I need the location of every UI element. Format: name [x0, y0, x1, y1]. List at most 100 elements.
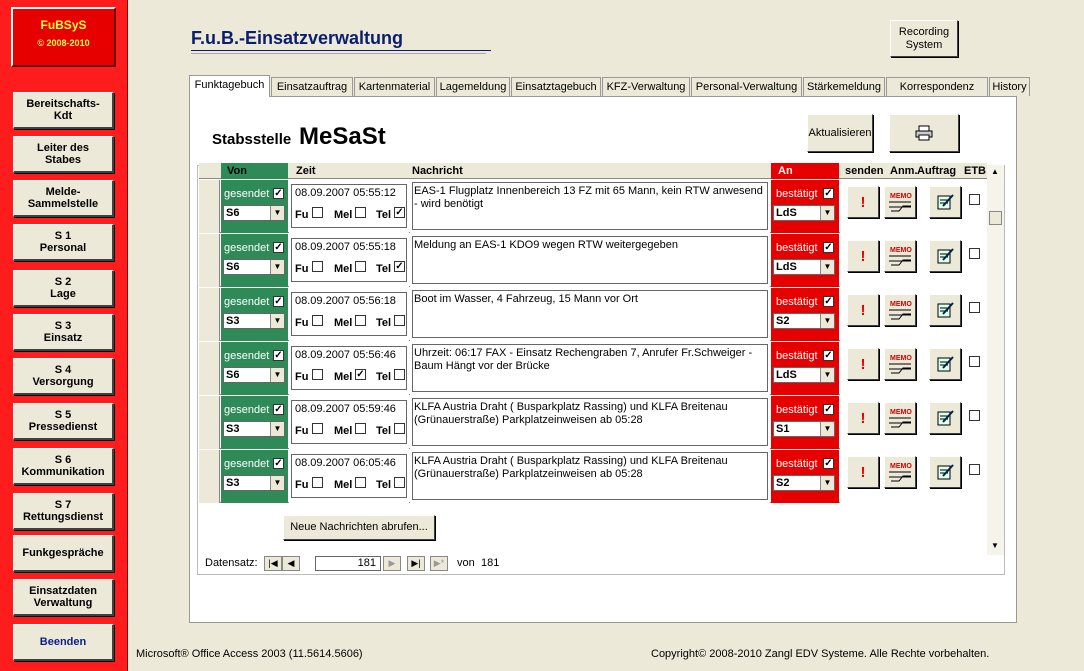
- record-selector[interactable]: [199, 342, 220, 395]
- zeit-field[interactable]: 08.09.2007 05:56:46 Fu Mel ✓ Tel: [291, 346, 407, 390]
- tab-8[interactable]: Korrespondenz: [886, 77, 988, 96]
- new-record-icon[interactable]: ▶*: [430, 556, 448, 571]
- mel-checkbox[interactable]: [355, 261, 366, 272]
- tel-checkbox[interactable]: [394, 423, 405, 434]
- auftrag-button[interactable]: [929, 402, 961, 434]
- fu-checkbox[interactable]: [312, 477, 323, 488]
- von-select[interactable]: S6 ▼: [223, 205, 285, 221]
- tab-0[interactable]: Funktagebuch: [189, 75, 270, 97]
- memo-button[interactable]: MEMO: [884, 186, 916, 218]
- tel-checkbox[interactable]: ✓: [394, 261, 405, 272]
- von-select[interactable]: S3 ▼: [223, 475, 285, 491]
- von-select[interactable]: S6 ▼: [223, 367, 285, 383]
- mel-checkbox[interactable]: [355, 207, 366, 218]
- gesendet-checkbox[interactable]: ✓: [273, 296, 284, 307]
- send-button[interactable]: !: [847, 186, 879, 218]
- sidebar-item-7[interactable]: S 5 Pressedienst: [13, 403, 114, 440]
- sidebar-item-1[interactable]: Leiter des Stabes: [13, 136, 114, 173]
- sidebar-item-4[interactable]: S 2 Lage: [13, 270, 114, 307]
- nachricht-field[interactable]: KLFA Austria Draht ( Busparkplatz Rassin…: [412, 398, 768, 446]
- tab-4[interactable]: Einsatztagebuch: [511, 77, 601, 96]
- zeit-field[interactable]: 08.09.2007 05:56:18 Fu Mel Tel: [291, 292, 407, 336]
- recording-system-button[interactable]: Recording System: [890, 20, 958, 57]
- mel-checkbox[interactable]: [355, 315, 366, 326]
- zeit-field[interactable]: 08.09.2007 05:55:12 Fu Mel Tel ✓: [291, 184, 407, 228]
- etb-checkbox[interactable]: [969, 356, 980, 367]
- fu-checkbox[interactable]: [312, 207, 323, 218]
- record-selector[interactable]: [199, 396, 220, 449]
- an-select[interactable]: LdS ▼: [773, 367, 835, 383]
- nachricht-field[interactable]: EAS-1 Flugplatz Innenbereich 13 FZ mit 6…: [412, 182, 768, 230]
- memo-button[interactable]: MEMO: [884, 456, 916, 488]
- memo-button[interactable]: MEMO: [884, 348, 916, 380]
- new-messages-button[interactable]: Neue Nachrichten abrufen...: [283, 515, 435, 540]
- gesendet-checkbox[interactable]: ✓: [273, 350, 284, 361]
- etb-checkbox[interactable]: [969, 410, 980, 421]
- bestaetigt-checkbox[interactable]: ✓: [823, 296, 834, 307]
- send-button[interactable]: !: [847, 294, 879, 326]
- an-select[interactable]: S2 ▼: [773, 313, 835, 329]
- gesendet-checkbox[interactable]: ✓: [273, 404, 284, 415]
- tab-1[interactable]: Einsatzauftrag: [271, 77, 353, 96]
- tab-5[interactable]: KFZ-Verwaltung: [602, 77, 690, 96]
- scroll-up-icon[interactable]: ▲: [991, 167, 999, 176]
- nachricht-field[interactable]: Boot im Wasser, 4 Fahrzeug, 15 Mann vor …: [412, 290, 768, 338]
- bestaetigt-checkbox[interactable]: ✓: [823, 458, 834, 469]
- tel-checkbox[interactable]: [394, 477, 405, 488]
- zeit-field[interactable]: 08.09.2007 05:55:18 Fu Mel Tel ✓: [291, 238, 407, 282]
- fu-checkbox[interactable]: [312, 423, 323, 434]
- etb-checkbox[interactable]: [969, 464, 980, 475]
- sidebar-item-3[interactable]: S 1 Personal: [13, 224, 114, 261]
- auftrag-button[interactable]: [929, 240, 961, 272]
- send-button[interactable]: !: [847, 456, 879, 488]
- tab-6[interactable]: Personal-Verwaltung: [691, 77, 802, 96]
- record-number-field[interactable]: 181: [315, 556, 381, 571]
- sidebar-item-6[interactable]: S 4 Versorgung: [13, 358, 114, 395]
- fu-checkbox[interactable]: [312, 261, 323, 272]
- gesendet-checkbox[interactable]: ✓: [273, 242, 284, 253]
- etb-checkbox[interactable]: [969, 194, 980, 205]
- sidebar-item-11[interactable]: Einsatzdaten Verwaltung: [13, 579, 114, 616]
- bestaetigt-checkbox[interactable]: ✓: [823, 242, 834, 253]
- first-record-icon[interactable]: |◀: [264, 556, 282, 571]
- send-button[interactable]: !: [847, 348, 879, 380]
- tab-9[interactable]: History: [989, 77, 1030, 96]
- mel-checkbox[interactable]: [355, 477, 366, 488]
- memo-button[interactable]: MEMO: [884, 240, 916, 272]
- scroll-thumb[interactable]: [989, 211, 1002, 225]
- gesendet-checkbox[interactable]: ✓: [273, 458, 284, 469]
- tab-3[interactable]: Lagemeldung: [436, 77, 510, 96]
- von-select[interactable]: S3 ▼: [223, 421, 285, 437]
- gesendet-checkbox[interactable]: ✓: [273, 188, 284, 199]
- an-select[interactable]: LdS ▼: [773, 205, 835, 221]
- zeit-field[interactable]: 08.09.2007 06:05:46 Fu Mel Tel: [291, 454, 407, 498]
- etb-checkbox[interactable]: [969, 248, 980, 259]
- tab-7[interactable]: Stärkemeldung: [803, 77, 885, 96]
- an-select[interactable]: S1 ▼: [773, 421, 835, 437]
- tel-checkbox[interactable]: ✓: [394, 207, 405, 218]
- bestaetigt-checkbox[interactable]: ✓: [823, 404, 834, 415]
- nachricht-field[interactable]: Uhrzeit: 06:17 FAX - Einsatz Rechengrabe…: [412, 344, 768, 392]
- sidebar-item-9[interactable]: S 7 Rettungsdienst: [13, 493, 114, 530]
- memo-button[interactable]: MEMO: [884, 402, 916, 434]
- auftrag-button[interactable]: [929, 348, 961, 380]
- sidebar-item-2[interactable]: Melde- Sammelstelle: [13, 180, 114, 217]
- nachricht-field[interactable]: KLFA Austria Draht ( Busparkplatz Rassin…: [412, 452, 768, 500]
- tab-2[interactable]: Kartenmaterial: [354, 77, 435, 96]
- tel-checkbox[interactable]: [394, 369, 405, 380]
- auftrag-button[interactable]: [929, 456, 961, 488]
- sidebar-item-10[interactable]: Funkgespräche: [13, 535, 114, 572]
- zeit-field[interactable]: 08.09.2007 05:59:46 Fu Mel Tel: [291, 400, 407, 444]
- next-record-icon[interactable]: ▶: [383, 556, 401, 571]
- record-selector[interactable]: [199, 288, 220, 341]
- nachricht-field[interactable]: Meldung an EAS-1 KDO9 wegen RTW weiterge…: [412, 236, 768, 284]
- sidebar-item-8[interactable]: S 6 Kommunikation: [13, 448, 114, 485]
- an-select[interactable]: S2 ▼: [773, 475, 835, 491]
- record-selector[interactable]: [199, 234, 220, 287]
- last-record-icon[interactable]: ▶|: [407, 556, 425, 571]
- send-button[interactable]: !: [847, 402, 879, 434]
- mel-checkbox[interactable]: [355, 423, 366, 434]
- prev-record-icon[interactable]: ◀: [282, 556, 300, 571]
- vertical-scrollbar[interactable]: ▲ ▼: [987, 165, 1004, 555]
- von-select[interactable]: S3 ▼: [223, 313, 285, 329]
